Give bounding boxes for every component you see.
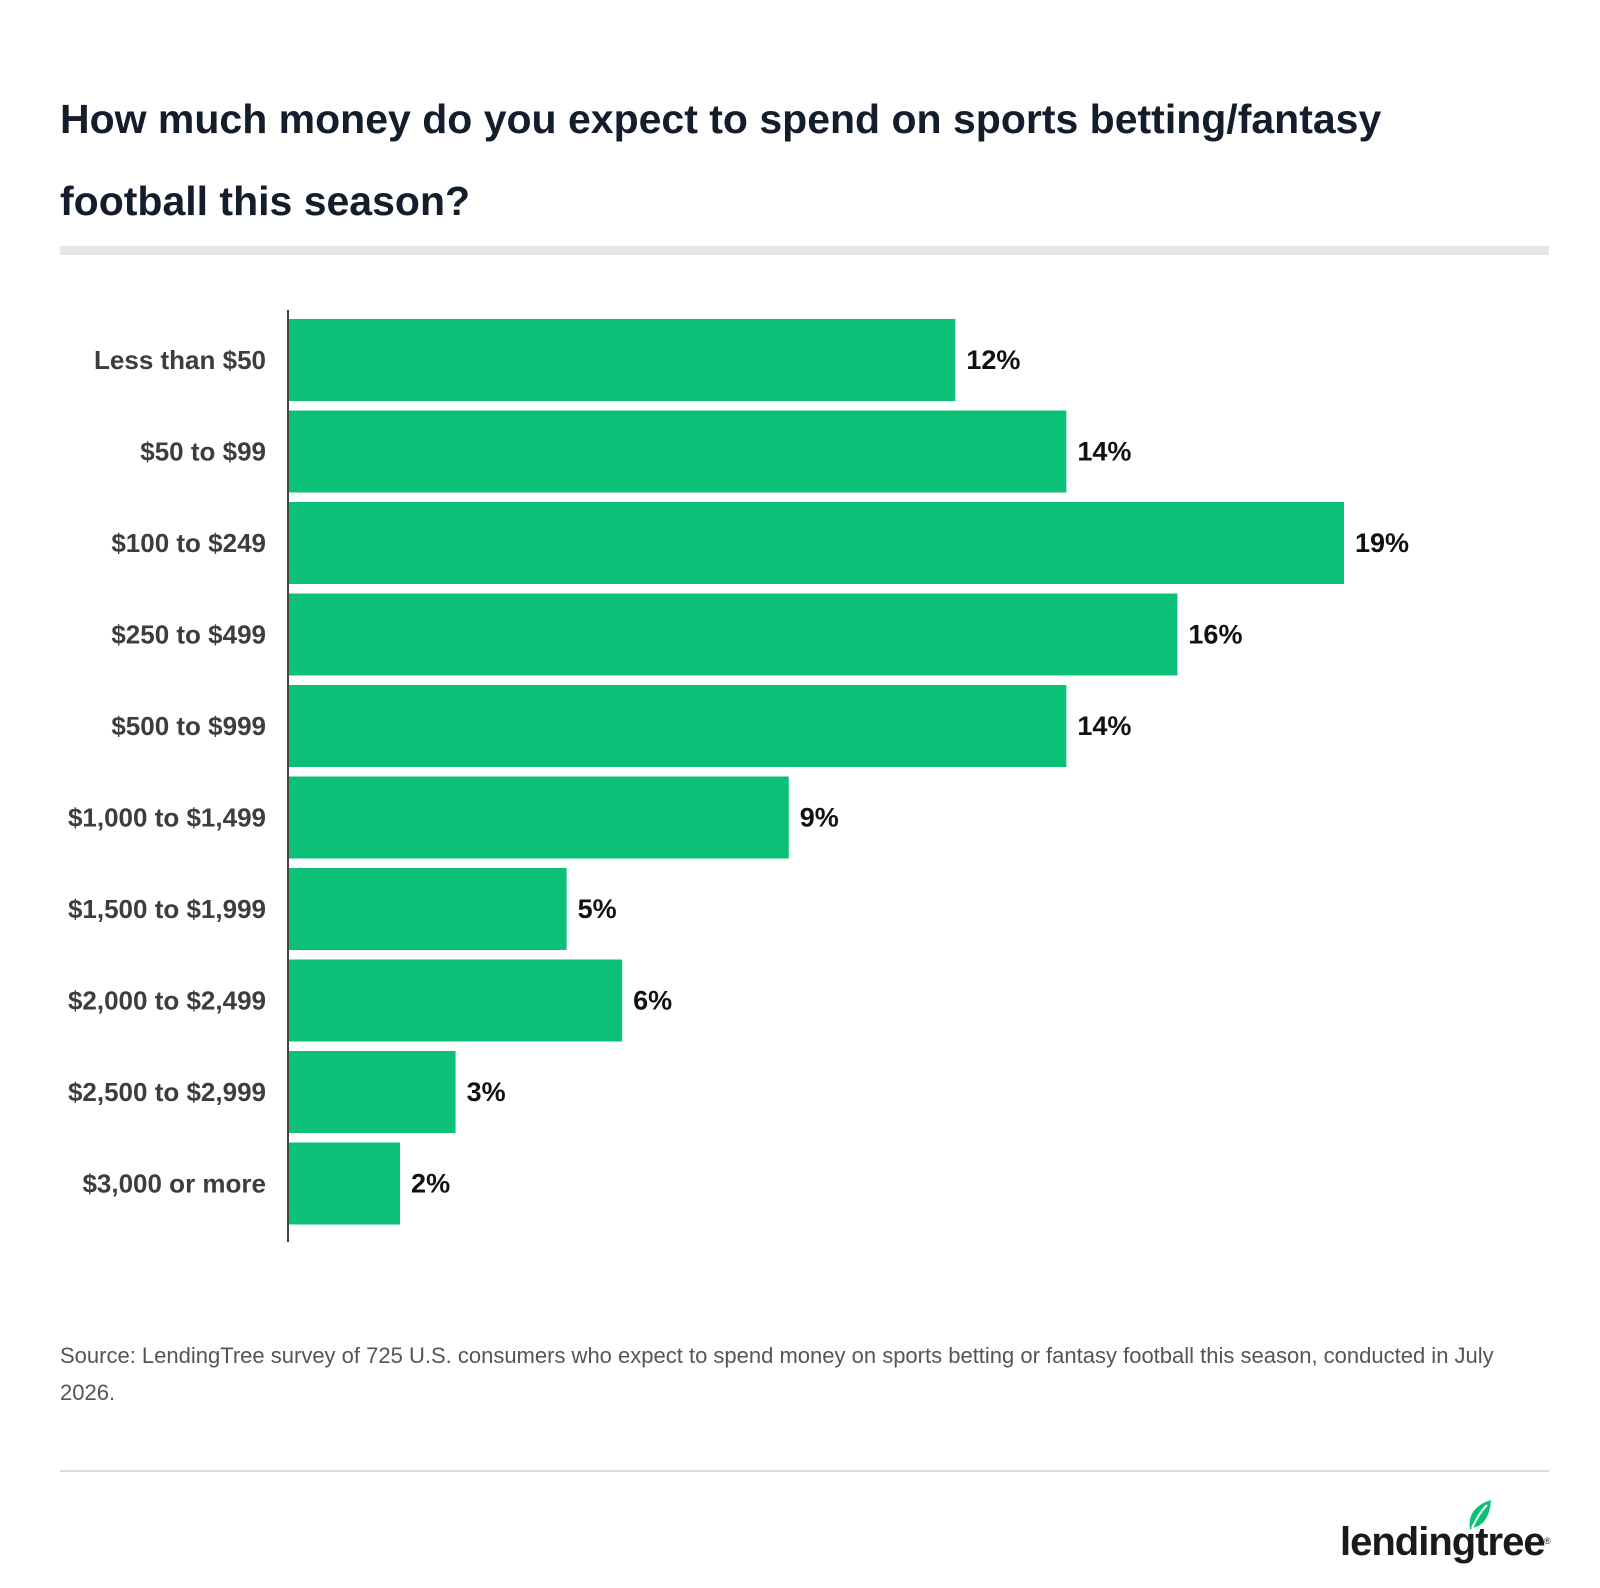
category-label: $2,000 to $2,499: [68, 986, 266, 1016]
value-label: 14%: [1077, 711, 1131, 741]
bar: [289, 1142, 401, 1225]
bar: [289, 319, 956, 401]
source-note: Source: LendingTree survey of 725 U.S. c…: [60, 1343, 1494, 1405]
category-label: $2,500 to $2,999: [68, 1077, 266, 1107]
value-label: 3%: [467, 1077, 506, 1107]
bar: [289, 593, 1178, 676]
bar: [289, 1051, 456, 1133]
bar: [289, 502, 1344, 584]
logo-trademark: ®: [1544, 1536, 1551, 1546]
bar-chart: Less than $50 12% $50 to $99 14% $100 to $24…: [68, 310, 1409, 1242]
value-label: 14%: [1077, 437, 1131, 467]
bar: [289, 410, 1067, 493]
category-label: $1,500 to $1,999: [68, 894, 266, 924]
category-label: $250 to $499: [111, 620, 266, 650]
bar: [289, 776, 789, 859]
category-label: Less than $50: [94, 345, 266, 375]
category-label: $3,000 or more: [82, 1169, 266, 1199]
title-divider: [60, 246, 1549, 255]
value-label: 6%: [633, 986, 672, 1016]
value-label: 12%: [966, 345, 1020, 375]
value-label: 5%: [578, 894, 617, 924]
category-label: $1,000 to $1,499: [68, 803, 266, 833]
category-label: $100 to $249: [111, 528, 266, 558]
logo-wordmark: lendingtree: [1340, 1520, 1546, 1564]
category-label: $50 to $99: [140, 437, 266, 467]
category-label: $500 to $999: [111, 711, 266, 741]
chart-title: How much money do you expect to spend on…: [60, 96, 1382, 224]
lendingtree-logo: lendingtree ®: [1340, 1498, 1551, 1568]
value-label: 19%: [1355, 528, 1409, 558]
bar: [289, 959, 623, 1042]
leaf-icon: [1469, 1500, 1491, 1530]
value-label: 16%: [1188, 620, 1242, 650]
value-label: 2%: [411, 1169, 450, 1199]
bar: [289, 685, 1067, 767]
footer-divider: [60, 1470, 1549, 1472]
value-label: 9%: [800, 803, 839, 833]
bar: [289, 868, 567, 950]
